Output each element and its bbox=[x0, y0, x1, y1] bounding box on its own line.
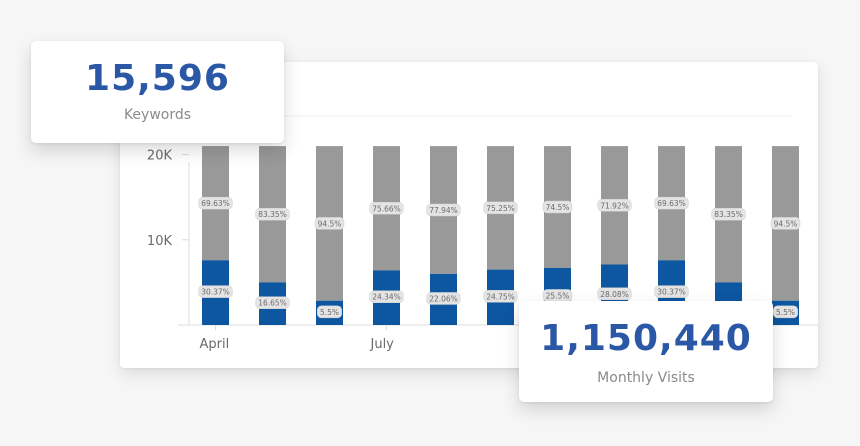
segment-label-gray: 83.35% bbox=[258, 210, 287, 219]
segment-label-bg bbox=[317, 305, 342, 319]
segment-label-blue: 16.65% bbox=[258, 299, 287, 308]
segment-label-gray: 75.66% bbox=[372, 204, 401, 213]
segment-label-bg bbox=[369, 202, 404, 215]
keywords-stat-card: 15,596 Keywords bbox=[31, 41, 284, 143]
segment-label-bg bbox=[198, 285, 233, 298]
segment-label-bg bbox=[255, 207, 290, 221]
segment-label-gray: 69.63% bbox=[201, 199, 230, 208]
segment-label-blue: 22.06% bbox=[429, 294, 458, 303]
monthly-visits-stat-card: 1,150,440 Monthly Visits bbox=[519, 301, 773, 402]
segment-label-blue: 30.37% bbox=[201, 288, 230, 297]
segment-label-gray: 77.94% bbox=[429, 206, 458, 215]
keywords-count: 15,596 bbox=[85, 58, 230, 99]
segment-labels: 69.63% 30.37% 83.35% 16.65% 94.5% 5.5% 75.66% 2… bbox=[198, 196, 801, 319]
monthly-visits-label: Monthly Visits bbox=[597, 370, 695, 386]
y-tick-label: 20K bbox=[147, 149, 173, 164]
segment-label-bg bbox=[654, 285, 689, 298]
segment-label-gray: 94.5% bbox=[774, 219, 798, 228]
segment-label-blue: 28.08% bbox=[600, 290, 629, 299]
segment-label-bg bbox=[711, 207, 746, 221]
monthly-visits-count: 1,150,440 bbox=[540, 318, 752, 359]
segment-label-gray: 74.5% bbox=[546, 203, 570, 212]
segment-label-gray: 75.25% bbox=[486, 204, 515, 213]
segment-label-blue: 24.75% bbox=[486, 292, 515, 301]
segment-label-bg bbox=[369, 290, 404, 303]
segment-label-gray: 71.92% bbox=[600, 201, 629, 210]
segment-label-bg bbox=[255, 296, 290, 309]
segment-label-blue: 30.37% bbox=[657, 288, 686, 297]
segment-label-bg bbox=[770, 217, 801, 230]
segment-label-bg bbox=[483, 201, 518, 215]
segment-label-bg bbox=[597, 199, 632, 212]
segment-label-bg bbox=[198, 196, 233, 210]
segment-label-blue: 5.5% bbox=[320, 308, 339, 317]
segment-label-bg bbox=[542, 200, 573, 214]
segment-label-gray: 94.5% bbox=[318, 219, 342, 228]
segment-label-blue: 24.34% bbox=[372, 293, 401, 302]
segment-label-blue: 25.5% bbox=[546, 291, 570, 300]
segment-label-bg bbox=[773, 305, 798, 319]
segment-label-bg bbox=[314, 217, 345, 230]
segment-label-bg bbox=[654, 196, 689, 210]
y-axis-ticks: 10K 20K bbox=[147, 149, 189, 249]
segment-label-gray: 69.63% bbox=[657, 199, 686, 208]
segment-label-bg bbox=[597, 287, 632, 301]
x-tick-label: July bbox=[370, 337, 395, 352]
segment-label-bg bbox=[426, 203, 461, 217]
segment-label-gray: 83.35% bbox=[714, 210, 743, 219]
segment-label-bg bbox=[483, 290, 518, 303]
keywords-label: Keywords bbox=[123, 107, 192, 123]
segment-label-blue: 5.5% bbox=[776, 308, 795, 317]
segment-label-bg bbox=[426, 292, 461, 305]
y-tick-label: 10K bbox=[147, 234, 173, 249]
x-tick-label: April bbox=[200, 337, 230, 352]
